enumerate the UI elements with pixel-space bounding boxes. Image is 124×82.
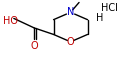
Text: HCl: HCl bbox=[101, 3, 118, 13]
Text: HO: HO bbox=[3, 15, 18, 26]
Text: N: N bbox=[67, 7, 74, 17]
Text: O: O bbox=[67, 37, 74, 47]
Text: H: H bbox=[96, 13, 103, 23]
Text: O: O bbox=[30, 41, 38, 51]
